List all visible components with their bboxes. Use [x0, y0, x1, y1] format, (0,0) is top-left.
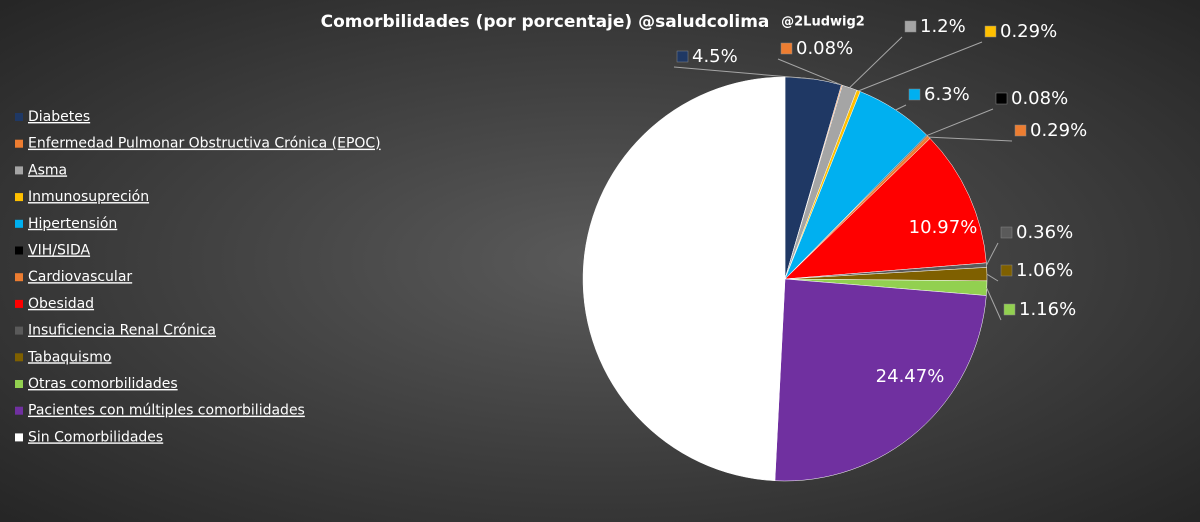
data-label: 0.29% [1000, 21, 1057, 42]
legend-key [15, 246, 23, 255]
legend-key [15, 353, 23, 362]
legend-label: Otras comorbilidades [28, 376, 178, 392]
data-label: 4.5% [692, 46, 738, 67]
legend-key [15, 273, 23, 282]
leader-line [926, 108, 994, 136]
data-label: 1.06% [1016, 260, 1073, 281]
legend-label: Inmunosupreción [28, 189, 149, 205]
data-label: 1.2% [920, 16, 966, 37]
legend-label: VIH/SIDA [28, 243, 91, 259]
legend-label: Enfermedad Pulmonar Obstructiva Crónica … [28, 136, 381, 152]
data-label: 0.29% [1030, 120, 1087, 141]
legend-label: Diabetes [28, 109, 90, 125]
data-label: 6.3% [924, 84, 970, 105]
leader-line [986, 288, 1002, 321]
leader-line [673, 66, 814, 80]
data-label: 1.16% [1019, 299, 1076, 320]
label-key [676, 50, 689, 63]
legend-label: Sin Comorbilidades [28, 429, 163, 445]
pie-slice [774, 278, 987, 482]
data-label: 10.97% [909, 217, 978, 238]
data-label: 0.36% [1016, 222, 1073, 243]
pie-slice [582, 76, 786, 482]
legend-key [15, 113, 23, 121]
legend-key [15, 433, 23, 442]
legend-key [15, 166, 23, 175]
leader-line [895, 104, 907, 111]
chart-subtitle: @2Ludwig2 [781, 15, 865, 30]
label-key [1000, 226, 1013, 239]
legend-key [15, 380, 23, 388]
legend-key [15, 139, 23, 148]
label-key [984, 25, 997, 38]
leader-line [858, 41, 983, 92]
legend-key [15, 406, 23, 415]
label-key [1014, 124, 1027, 137]
legend-label: Cardiovascular [28, 269, 132, 285]
label-key [908, 88, 921, 101]
legend-label: Pacientes con múltiples comorbilidades [28, 403, 305, 419]
leader-line [777, 58, 843, 86]
label-key [995, 92, 1008, 105]
chart-title: Comorbilidades (por porcentaje) @saludco… [321, 12, 770, 32]
label-key [904, 20, 917, 33]
legend-label: Insuficiencia Renal Crónica [28, 323, 216, 339]
data-label: 49.17% [616, 252, 685, 273]
legend-key [15, 193, 23, 202]
leader-line [986, 242, 999, 266]
legend-key [15, 326, 23, 335]
data-label: 0.08% [1011, 88, 1068, 109]
legend-label: Asma [28, 162, 67, 178]
label-key [780, 42, 793, 55]
leader-line [928, 136, 1013, 142]
legend-label: Tabaquismo [27, 349, 111, 365]
leader-line [986, 273, 999, 282]
data-label: 24.47% [876, 366, 945, 387]
legend-label: Obesidad [28, 296, 94, 312]
legend-key [15, 299, 23, 308]
pie-slice [784, 138, 987, 280]
legend-key [15, 219, 23, 228]
label-key [1003, 303, 1016, 316]
data-label: 0.08% [796, 38, 853, 59]
legend-label: Hipertensión [28, 216, 117, 232]
label-key [1000, 264, 1013, 277]
leader-line [849, 36, 903, 88]
